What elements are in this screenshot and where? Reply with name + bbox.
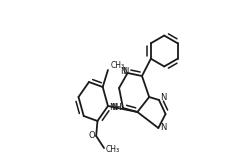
Text: N: N — [160, 123, 167, 133]
Text: N: N — [120, 66, 126, 76]
Text: N: N — [160, 94, 167, 103]
Text: N: N — [123, 67, 129, 76]
Text: CH₃: CH₃ — [110, 61, 125, 70]
Text: N: N — [111, 104, 117, 113]
Text: O: O — [88, 132, 95, 141]
Text: NH: NH — [109, 104, 122, 113]
Text: CH₃: CH₃ — [106, 145, 120, 153]
